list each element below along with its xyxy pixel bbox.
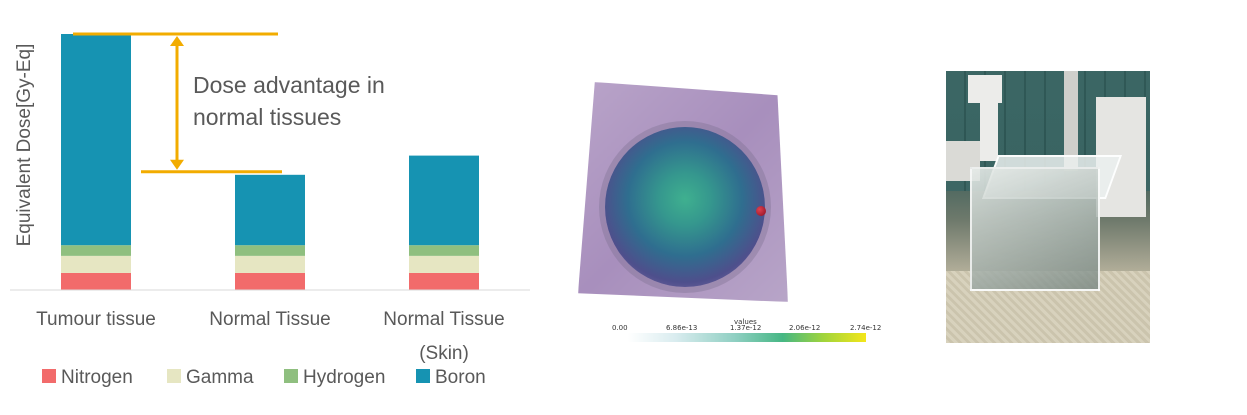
x-tick-label: Normal Tissue bbox=[383, 309, 504, 330]
legend-swatch-nitrogen bbox=[42, 369, 56, 383]
legend-swatch-gamma bbox=[167, 369, 181, 383]
photo-paper bbox=[968, 75, 1002, 103]
colorbar-tick-0: 0.00 bbox=[612, 324, 628, 332]
bar-boron-1 bbox=[235, 174, 305, 246]
photo-pole bbox=[1064, 71, 1078, 171]
x-tick-label-line2: (Skin) bbox=[419, 343, 469, 364]
bar-gamma-0 bbox=[61, 255, 131, 273]
arrow-head-up bbox=[170, 36, 184, 46]
colorbar-tick-1: 6.86e-13 bbox=[666, 324, 698, 332]
bar-nitrogen-1 bbox=[235, 272, 305, 290]
bar-gamma-2 bbox=[409, 255, 479, 273]
bar-nitrogen-2 bbox=[409, 272, 479, 290]
colorbar bbox=[628, 333, 866, 342]
colorbar-title: values bbox=[734, 318, 757, 326]
bar-hydrogen-2 bbox=[409, 245, 479, 256]
colorbar-tick-3: 2.06e-12 bbox=[789, 324, 821, 332]
photo-tank bbox=[970, 167, 1100, 291]
bar-hydrogen-0 bbox=[61, 245, 131, 256]
experiment-photo bbox=[946, 71, 1150, 343]
bar-nitrogen-0 bbox=[61, 272, 131, 290]
bar-boron-2 bbox=[409, 155, 479, 246]
legend: Nitrogen Gamma Hydrogen Boron bbox=[42, 367, 486, 388]
source-marker bbox=[756, 206, 766, 216]
legend-label-boron: Boron bbox=[435, 367, 486, 388]
legend-swatch-boron bbox=[416, 369, 430, 383]
arrow-head-down bbox=[170, 159, 184, 170]
annotation-text-line1: Dose advantage in bbox=[193, 72, 385, 98]
dose-simulation-render bbox=[578, 82, 788, 302]
x-tick-label: Normal Tissue bbox=[209, 309, 330, 330]
x-tick-labels: Tumour tissue Normal Tissue Normal Tissue (… bbox=[36, 309, 505, 364]
bar-boron-0 bbox=[61, 34, 131, 246]
legend-swatch-hydrogen bbox=[284, 369, 298, 383]
photo-paper bbox=[980, 101, 998, 161]
dose-chart: Equivalent Dose[Gy-Eq] Tumour tissue Norm… bbox=[10, 32, 530, 388]
y-axis-label: Equivalent Dose[Gy-Eq] bbox=[14, 44, 35, 247]
colorbar-tick-2: 1.37e-12 bbox=[730, 324, 762, 332]
legend-label-hydrogen: Hydrogen bbox=[303, 367, 385, 388]
dose-sphere bbox=[605, 127, 765, 287]
legend-label-nitrogen: Nitrogen bbox=[61, 367, 133, 388]
colorbar-tick-4: 2.74e-12 bbox=[850, 324, 882, 332]
bars-group bbox=[61, 34, 479, 290]
bar-hydrogen-1 bbox=[235, 245, 305, 256]
bar-gamma-1 bbox=[235, 255, 305, 273]
annotation-text-line2: normal tissues bbox=[193, 104, 341, 130]
x-tick-label: Tumour tissue bbox=[36, 309, 156, 330]
legend-label-gamma: Gamma bbox=[186, 367, 254, 388]
dose-advantage-annotation: Dose advantage in normal tissues bbox=[73, 32, 385, 174]
